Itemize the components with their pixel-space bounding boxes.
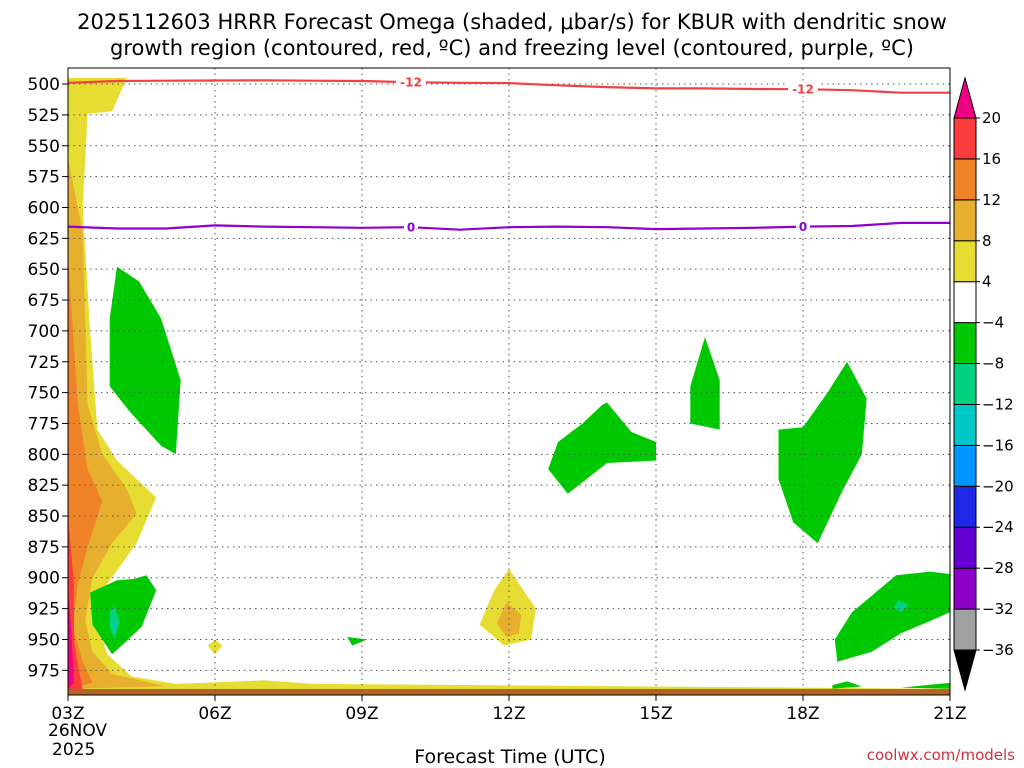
colorbar-label-9: −20 — [982, 477, 1014, 495]
x-tick-label-09Z: 09Z — [345, 704, 378, 724]
colorbar-label-2: 12 — [982, 191, 1001, 209]
time-axis: 03Z 06Z 09Z 12Z 15Z 18Z 21Z — [51, 695, 967, 724]
pressure-axis: 500 525 550 575 600 625 650 675 700 725 750 775 800 8… — [28, 75, 68, 681]
y-tick-label-600: 600 — [28, 198, 60, 218]
y-tick-label-925: 925 — [28, 600, 60, 620]
x-tick-label-12Z: 12Z — [492, 704, 525, 724]
x-tick-label-06Z: 06Z — [198, 704, 231, 724]
y-tick-label-700: 700 — [28, 322, 60, 342]
colorbar-arrow-low — [953, 649, 977, 692]
y-tick-label-975: 975 — [28, 661, 60, 681]
contour-label-0-1: -12 — [792, 83, 814, 97]
colorbar-label-5: −4 — [982, 314, 1004, 332]
colorbar-box-8 — [953, 281, 977, 324]
colorbar-box-11 — [953, 158, 977, 201]
colorbar: 20 16 12 8 4 −4 −8 −12 −16 −20 −24 −28 −32 −36 — [953, 76, 1014, 692]
ground-band — [68, 689, 950, 695]
x-tick-label-03Z: 03Z — [51, 704, 84, 724]
y-tick-label-500: 500 — [28, 75, 60, 95]
contour-label-0-0: -12 — [400, 76, 422, 90]
y-tick-label-900: 900 — [28, 569, 60, 589]
colorbar-arrow-high — [953, 76, 977, 119]
colorbar-box-4 — [953, 444, 977, 487]
colorbar-label-4: 4 — [982, 273, 992, 291]
colorbar-box-3 — [953, 485, 977, 528]
x-tick-label-18Z: 18Z — [786, 704, 819, 724]
credit-text: coolwx.com/models — [867, 746, 1015, 764]
contour-label-bg — [396, 75, 426, 90]
colorbar-label-12: −32 — [982, 600, 1014, 618]
y-tick-label-850: 850 — [28, 507, 60, 527]
colorbar-label-0: 20 — [982, 109, 1001, 127]
omega-region-15 — [834, 571, 950, 662]
omega-region-12 — [90, 575, 157, 655]
omega-shading — [68, 77, 950, 695]
x-tick-label-15Z: 15Z — [639, 704, 672, 724]
y-tick-label-550: 550 — [28, 137, 60, 157]
omega-region-14 — [113, 620, 117, 631]
contour-label-bg — [796, 219, 810, 234]
colorbar-box-0 — [953, 608, 977, 651]
omega-region-13 — [109, 606, 120, 640]
contour-label-bg — [788, 82, 818, 97]
y-tick-label-675: 675 — [28, 291, 60, 311]
colorbar-box-1 — [953, 567, 977, 610]
y-tick-label-650: 650 — [28, 260, 60, 280]
colorbar-label-7: −12 — [982, 395, 1014, 413]
colorbar-label-3: 8 — [982, 232, 992, 250]
chart-title-line1: 2025112603 HRRR Forecast Omega (shaded, … — [77, 10, 947, 34]
y-tick-label-775: 775 — [28, 414, 60, 434]
omega-region-18 — [832, 681, 862, 689]
y-tick-label-625: 625 — [28, 229, 60, 249]
omega-region-9 — [548, 402, 656, 494]
colorbar-box-10 — [953, 199, 977, 242]
colorbar-label-10: −24 — [982, 518, 1014, 536]
x-axis-label: Forecast Time (UTC) — [414, 746, 605, 768]
omega-region-2 — [68, 256, 103, 689]
colorbar-label-8: −16 — [982, 436, 1014, 454]
colorbar-label-11: −28 — [982, 559, 1014, 577]
y-tick-label-525: 525 — [28, 106, 60, 126]
temperature-contours: -12 -12 0 0 — [68, 75, 950, 235]
contour-label-1-1: 0 — [799, 220, 807, 234]
omega-region-4 — [68, 590, 74, 689]
omega-region-17 — [347, 637, 367, 646]
x-date-year: 2025 — [52, 740, 95, 760]
x-date-day: 26NOV — [48, 721, 107, 741]
contour-label-1-0: 0 — [407, 221, 415, 235]
colorbar-box-6 — [953, 363, 977, 405]
colorbar-box-2 — [953, 526, 977, 569]
y-tick-label-875: 875 — [28, 538, 60, 558]
omega-region-8 — [109, 266, 181, 455]
colorbar-box-9 — [953, 240, 977, 283]
colorbar-box-7 — [953, 322, 977, 365]
y-tick-label-725: 725 — [28, 353, 60, 373]
omega-region-11 — [778, 361, 867, 544]
colorbar-box-5 — [953, 403, 977, 446]
colorbar-label-1: 16 — [982, 150, 1001, 168]
y-tick-label-800: 800 — [28, 445, 60, 465]
omega-region-6 — [496, 602, 522, 637]
omega-region-19 — [901, 682, 950, 689]
colorbar-label-6: −8 — [982, 355, 1004, 373]
ground-band-fill — [68, 689, 950, 695]
x-tick-label-21Z: 21Z — [933, 704, 966, 724]
colorbar-box-12 — [953, 117, 977, 160]
contour-label-bg — [404, 220, 418, 235]
y-tick-label-825: 825 — [28, 476, 60, 496]
omega-region-1 — [68, 158, 166, 689]
colorbar-label-13: −36 — [982, 641, 1014, 659]
y-tick-label-575: 575 — [28, 168, 60, 188]
omega-region-10 — [690, 337, 720, 430]
omega-region-16 — [893, 600, 909, 613]
y-tick-label-950: 950 — [28, 630, 60, 650]
y-tick-label-750: 750 — [28, 384, 60, 404]
chart-title-line2: growth region (contoured, red, ºC) and f… — [110, 36, 914, 60]
